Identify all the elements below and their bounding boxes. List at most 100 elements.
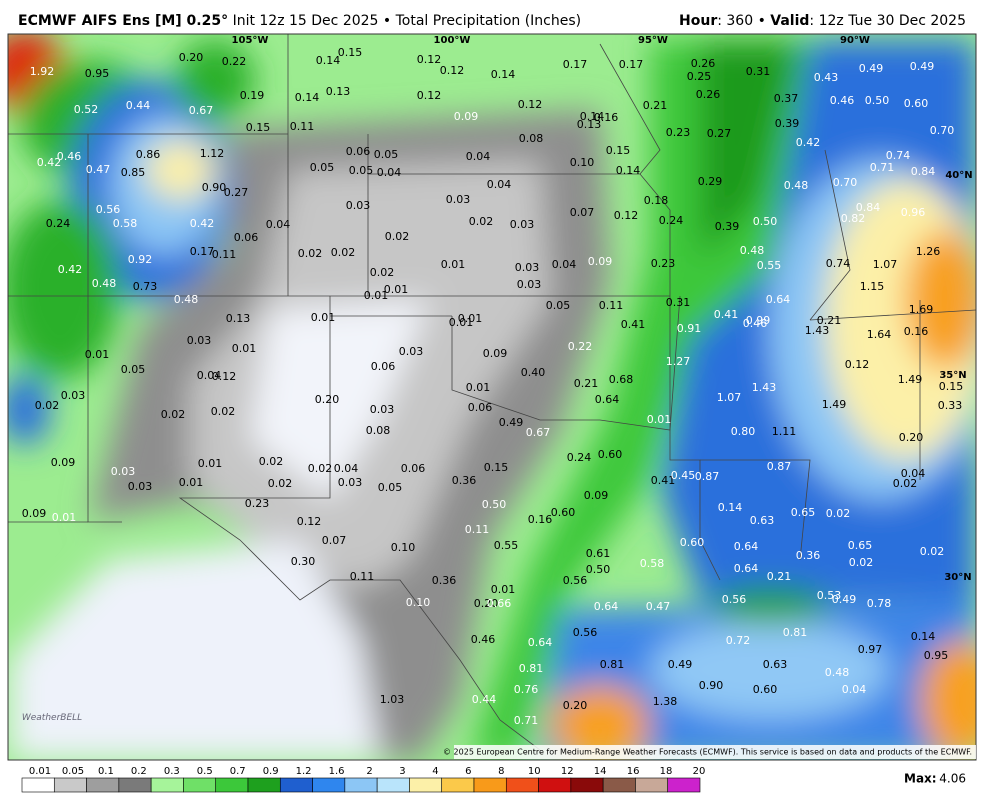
precip-value: 0.90: [202, 181, 227, 194]
precip-value: 0.17: [190, 245, 215, 258]
precip-value: 0.14: [718, 501, 743, 514]
precip-value: 0.04: [552, 258, 577, 271]
legend-swatch: [538, 777, 572, 793]
precip-value: 0.12: [614, 209, 639, 222]
precip-value: 0.11: [290, 120, 315, 133]
precip-value: 0.60: [551, 506, 576, 519]
valid-value: : 12z Tue 30 Dec 2025: [809, 13, 966, 29]
precip-value: 0.42: [58, 263, 83, 276]
precip-value: 0.23: [666, 126, 691, 139]
precip-value: 0.03: [399, 345, 424, 358]
precip-value: 0.65: [848, 539, 873, 552]
precip-value: 0.68: [609, 373, 634, 386]
precip-value: 0.01: [466, 381, 491, 394]
precip-value: 0.01: [198, 457, 223, 470]
precip-value: 0.15: [484, 461, 509, 474]
precip-value: 0.03: [128, 480, 153, 493]
precip-value: 0.20: [563, 699, 588, 712]
precip-value: 0.18: [644, 194, 669, 207]
credit: © 2025 European Centre for Medium-Range …: [443, 748, 972, 757]
precip-value: 0.22: [568, 340, 593, 353]
precip-value: 0.12: [518, 98, 543, 111]
precip-value: 0.41: [714, 308, 739, 321]
precip-value: 0.09: [588, 255, 613, 268]
precip-value: 0.03: [61, 389, 86, 402]
precip-value: 0.05: [310, 161, 335, 174]
precip-value: 0.49: [668, 658, 693, 671]
precip-value: 0.04: [487, 178, 512, 191]
precip-value: 0.78: [867, 597, 892, 610]
legend-swatch: [118, 777, 152, 793]
legend-swatch: [150, 777, 184, 793]
precip-value: 0.09: [454, 110, 479, 123]
precip-value: 0.49: [910, 60, 935, 73]
precip-value: 0.01: [52, 511, 77, 524]
precip-value: 0.58: [113, 217, 138, 230]
precip-value: 0.21: [817, 314, 842, 327]
precip-value: 0.15: [606, 144, 631, 157]
precip-value: 0.06: [401, 462, 426, 475]
precip-value: 0.56: [573, 626, 598, 639]
precip-value: 0.67: [189, 104, 214, 117]
precip-value: 0.04: [901, 467, 926, 480]
precip-value: 0.11: [350, 570, 375, 583]
precip-value: 0.01: [441, 258, 466, 271]
precip-value: 0.49: [832, 593, 857, 606]
legend-label: 0.9: [263, 766, 279, 777]
precip-value: 0.48: [740, 244, 765, 257]
legend-swatch: [505, 777, 539, 793]
legend-label: 14: [594, 766, 607, 777]
precip-value: 0.02: [268, 477, 293, 490]
precip-value: 0.71: [870, 161, 895, 174]
precip-value: 0.01: [311, 311, 336, 324]
precip-value: 1.92: [30, 65, 55, 78]
map-frame: [7, 33, 977, 761]
legend-label: 6: [465, 766, 471, 777]
precip-value: 0.26: [691, 57, 716, 70]
legend-swatch: [409, 777, 443, 793]
precip-value: 0.08: [366, 424, 391, 437]
precip-value: 0.09: [584, 489, 609, 502]
precip-value: 0.01: [491, 583, 516, 596]
precip-value: 1.64: [867, 328, 892, 341]
grid-label: 95°W: [638, 35, 668, 46]
precip-value: 0.45: [671, 469, 696, 482]
precip-value: 0.81: [600, 658, 625, 671]
grid-label: 30°N: [944, 572, 971, 583]
precip-value: 0.14: [295, 91, 320, 104]
precip-value: 1.03: [380, 693, 405, 706]
precip-value: 0.41: [621, 318, 646, 331]
precip-value: 0.02: [469, 215, 494, 228]
precip-value: 0.31: [666, 296, 691, 309]
precip-value: 0.12: [417, 53, 442, 66]
precip-value: 0.14: [580, 110, 605, 123]
precip-value: 0.48: [92, 277, 117, 290]
precip-value: 0.02: [331, 246, 356, 259]
grid-label: 100°W: [434, 35, 471, 46]
precip-value: 0.60: [680, 536, 705, 549]
precip-value: 0.99: [746, 314, 771, 327]
precip-value: 0.03: [187, 334, 212, 347]
legend-label: 18: [660, 766, 673, 777]
precip-value: 0.03: [111, 465, 136, 478]
precip-value: 0.60: [753, 683, 778, 696]
precip-value: 0.37: [774, 92, 799, 105]
precip-value: 0.47: [86, 163, 111, 176]
precip-value: 0.91: [677, 322, 702, 335]
precip-value: 0.26: [696, 88, 721, 101]
precip-value: 0.16: [528, 513, 553, 526]
precip-value: 0.56: [722, 593, 747, 606]
precip-value: 0.20: [179, 51, 204, 64]
precip-value: 0.07: [570, 206, 595, 219]
precip-value: 0.15: [939, 380, 964, 393]
precip-value: 0.73: [133, 280, 158, 293]
precip-value: 0.33: [938, 399, 963, 412]
precip-value: 0.06: [346, 145, 371, 158]
precip-value: 0.50: [865, 94, 890, 107]
legend-swatch: [215, 777, 249, 793]
precip-value: 0.06: [234, 231, 259, 244]
precip-value: 0.11: [599, 299, 624, 312]
legend-swatch: [570, 777, 604, 793]
precip-value: 0.03: [517, 278, 542, 291]
precip-value: 0.02: [298, 247, 323, 260]
